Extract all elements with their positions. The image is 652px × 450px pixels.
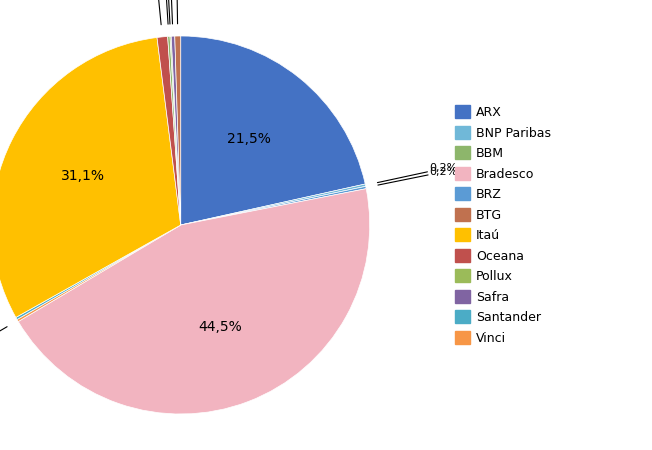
- Legend: ARX, BNP Paribas, BBM, Bradesco, BRZ, BTG, Itaú, Oceana, Pollux, Safra, Santande: ARX, BNP Paribas, BBM, Bradesco, BRZ, BT…: [450, 100, 556, 350]
- Wedge shape: [0, 37, 181, 317]
- Text: 0,2%: 0,2%: [429, 163, 457, 173]
- Text: 44,5%: 44,5%: [198, 320, 242, 334]
- Wedge shape: [175, 36, 181, 225]
- Wedge shape: [170, 36, 181, 225]
- Wedge shape: [181, 36, 365, 225]
- Text: 0,2%: 0,2%: [430, 167, 458, 177]
- Wedge shape: [157, 36, 181, 225]
- Text: 31,1%: 31,1%: [61, 169, 105, 183]
- Wedge shape: [181, 184, 366, 225]
- Text: 21,5%: 21,5%: [228, 132, 271, 147]
- Wedge shape: [181, 186, 366, 225]
- Wedge shape: [17, 225, 181, 322]
- Wedge shape: [168, 36, 181, 225]
- Wedge shape: [18, 189, 370, 414]
- Wedge shape: [171, 36, 181, 225]
- Wedge shape: [16, 225, 181, 320]
